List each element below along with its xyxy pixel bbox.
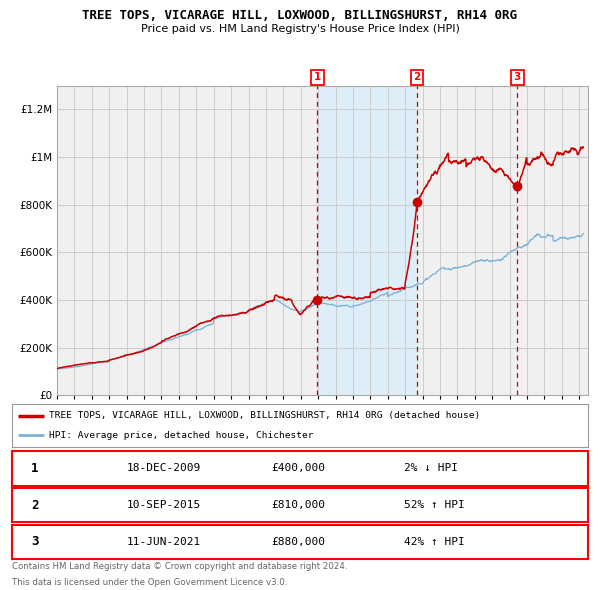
Text: 1: 1 [314,73,321,83]
Text: 18-DEC-2009: 18-DEC-2009 [127,464,202,473]
Text: £880,000: £880,000 [271,537,325,546]
Bar [317,86,417,395]
Text: £810,000: £810,000 [271,500,325,510]
Text: 3: 3 [31,535,39,548]
Text: Price paid vs. HM Land Registry's House Price Index (HPI): Price paid vs. HM Land Registry's House … [140,24,460,34]
Text: 2: 2 [413,73,421,83]
Text: TREE TOPS, VICARAGE HILL, LOXWOOD, BILLINGSHURST, RH14 0RG (detached house): TREE TOPS, VICARAGE HILL, LOXWOOD, BILLI… [49,411,481,420]
Text: 52% ↑ HPI: 52% ↑ HPI [404,500,464,510]
Text: 2: 2 [31,499,39,512]
Text: 1: 1 [31,462,39,475]
Text: 10-SEP-2015: 10-SEP-2015 [127,500,202,510]
Text: 11-JUN-2021: 11-JUN-2021 [127,537,202,546]
Text: This data is licensed under the Open Government Licence v3.0.: This data is licensed under the Open Gov… [12,578,287,587]
Text: £400,000: £400,000 [271,464,325,473]
Text: Contains HM Land Registry data © Crown copyright and database right 2024.: Contains HM Land Registry data © Crown c… [12,562,347,572]
Text: 42% ↑ HPI: 42% ↑ HPI [404,537,464,546]
Text: HPI: Average price, detached house, Chichester: HPI: Average price, detached house, Chic… [49,431,314,440]
Text: 2% ↓ HPI: 2% ↓ HPI [404,464,458,473]
Text: 3: 3 [514,73,521,83]
Text: TREE TOPS, VICARAGE HILL, LOXWOOD, BILLINGSHURST, RH14 0RG: TREE TOPS, VICARAGE HILL, LOXWOOD, BILLI… [83,9,517,22]
